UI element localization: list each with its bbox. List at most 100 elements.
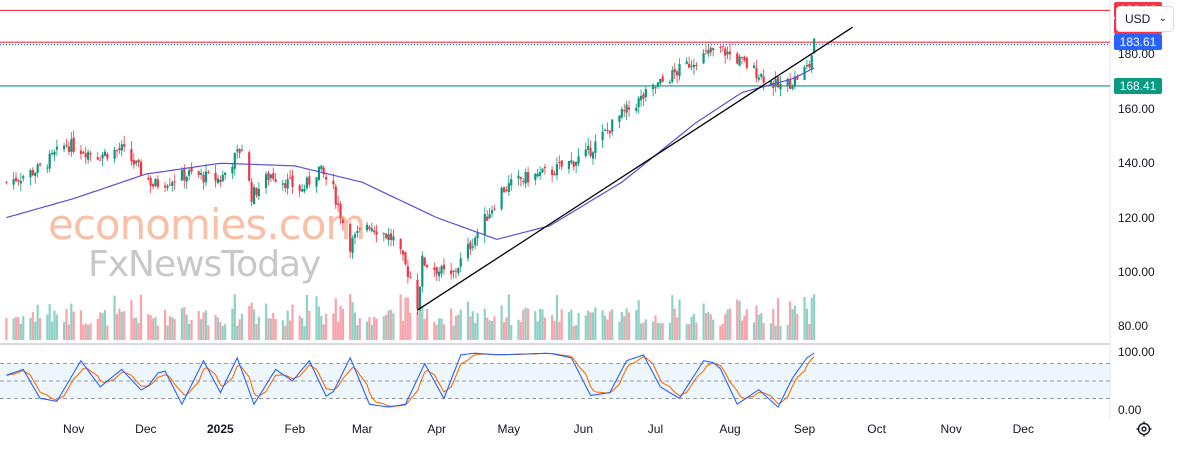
volume-bar (813, 294, 816, 340)
volume-bar (575, 325, 578, 340)
time-tick-label: Jun (573, 422, 594, 436)
volume-bar (156, 325, 159, 340)
candle-body (760, 73, 763, 77)
candle-body (661, 76, 664, 82)
candle-body (135, 160, 138, 164)
volume-bar (308, 310, 311, 340)
volume-bar (642, 322, 645, 340)
volume-bar (524, 307, 527, 340)
price-tick-label: 160.00 (1118, 101, 1155, 116)
volume-bar (587, 310, 590, 340)
volume-bar (272, 312, 275, 340)
volume-bar (79, 310, 83, 340)
candle-body (789, 80, 792, 89)
volume-bar (190, 319, 193, 340)
candle-body (639, 95, 643, 101)
volume-bar (99, 312, 102, 340)
candle-body (673, 68, 676, 73)
candle-body (96, 157, 99, 160)
candle-body (726, 51, 729, 55)
volume-bar (353, 312, 357, 340)
candle-body (517, 175, 520, 179)
volume-bar (154, 317, 157, 340)
time-tick-label: Sep (793, 422, 816, 436)
volume-bar (726, 309, 729, 340)
volume-bar (53, 310, 56, 340)
candle-body (440, 266, 443, 274)
volume-bar (659, 323, 662, 340)
volume-bar (808, 323, 811, 340)
volume-bar (12, 318, 15, 340)
candle-body (736, 53, 739, 64)
volume-bar (358, 318, 361, 340)
candle-body (668, 82, 672, 84)
volume-bar (543, 317, 546, 340)
volume-bar (601, 310, 604, 340)
volume-bar (236, 325, 239, 340)
candle-body (796, 76, 799, 80)
volume-bar (673, 308, 676, 340)
candle-body (418, 286, 421, 309)
candle-body (623, 110, 626, 112)
candle-body (113, 149, 116, 159)
candle-body (584, 149, 587, 157)
volume-bar (594, 307, 597, 340)
volume-bar (779, 325, 782, 340)
volume-bar (603, 315, 607, 340)
candle-body (642, 94, 645, 99)
volume-bar (334, 298, 337, 340)
candle-body (53, 151, 56, 155)
candle-body (370, 228, 373, 232)
candle-body (214, 172, 217, 181)
candle-body (486, 216, 489, 221)
volume-bar (459, 309, 462, 340)
candle-body (17, 180, 20, 182)
volume-bar (89, 323, 92, 340)
candle-body (356, 230, 359, 233)
candle-body (221, 174, 224, 182)
candle-body (654, 87, 657, 89)
candle-body (553, 173, 556, 176)
candle-body (603, 129, 607, 131)
candle-body (12, 179, 15, 185)
candle-body (695, 64, 698, 66)
volume-bar (399, 294, 402, 340)
volume-bar (505, 317, 508, 340)
candle-body (774, 78, 777, 87)
volume-bar (728, 308, 732, 340)
volume-bar (560, 309, 563, 340)
candle-body (163, 185, 167, 188)
volume-bar (611, 309, 614, 340)
candle-body (106, 153, 109, 159)
volume-bar (450, 308, 453, 340)
candle-body (353, 234, 357, 238)
volume-bar (14, 317, 18, 340)
volume-bar (337, 321, 340, 340)
volume-bar (368, 317, 371, 340)
settings-icon[interactable] (1135, 420, 1153, 438)
currency-select[interactable]: USD ⌄ (1116, 6, 1174, 32)
candle-body (671, 70, 674, 82)
volume-bar (188, 323, 191, 340)
volume-bar (325, 313, 328, 340)
volume-bar (197, 311, 200, 340)
candle-body (349, 224, 352, 252)
volume-bar (745, 309, 748, 340)
candle-body (103, 151, 107, 156)
volume-bar (423, 318, 426, 340)
candle-body (805, 65, 809, 67)
candle-body (339, 203, 342, 219)
candle-body (745, 57, 748, 68)
candle-body (233, 152, 236, 169)
volume-bar (29, 317, 32, 340)
candle-body (538, 171, 542, 176)
candle-body (589, 148, 592, 156)
candle-body (719, 46, 722, 48)
candle-body (48, 153, 51, 169)
volume-bar (267, 318, 270, 340)
candle-body (483, 213, 486, 236)
volume-bar (252, 309, 256, 340)
time-tick-label: 2025 (207, 422, 234, 436)
